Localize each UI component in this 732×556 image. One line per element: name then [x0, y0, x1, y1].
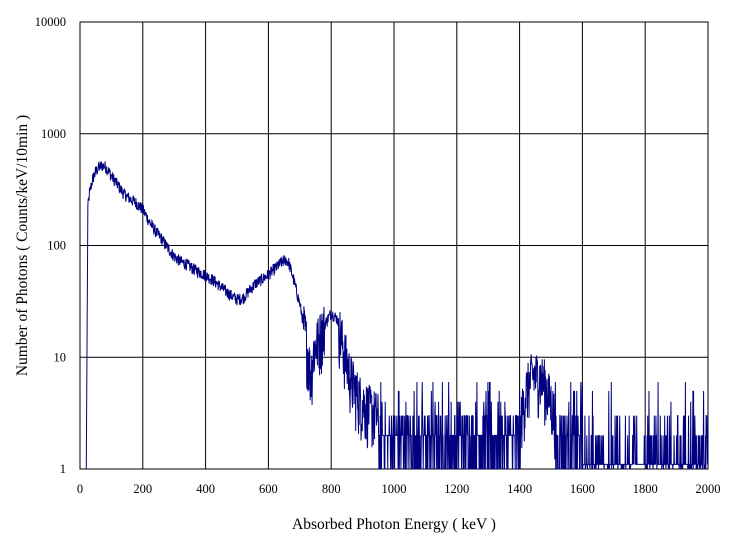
y-tick-label: 100	[47, 239, 66, 253]
x-tick-label: 800	[322, 482, 341, 496]
y-tick-label: 10	[54, 350, 67, 364]
y-axis-title: Number of Photons ( Counts/keV/10min )	[14, 115, 31, 376]
x-tick-label: 2000	[696, 482, 721, 496]
y-tick-label: 10000	[35, 15, 66, 29]
x-tick-label: 0	[77, 482, 83, 496]
y-tick-label: 1	[60, 462, 66, 476]
x-axis-title: Absorbed Photon Energy ( keV )	[292, 516, 496, 533]
grid-lines	[79, 21, 709, 470]
x-tick-label: 200	[133, 482, 152, 496]
x-tick-label: 1200	[444, 482, 469, 496]
x-tick-label: 1000	[382, 482, 407, 496]
y-tick-label: 1000	[41, 127, 66, 141]
x-tick-label: 1600	[570, 482, 595, 496]
y-tick-labels: 1 10 100 1000 10000	[35, 15, 66, 476]
x-tick-labels: 0 200 400 600 800 1000 1200 1400 1600 1800 2000	[77, 482, 721, 496]
x-tick-label: 400	[196, 482, 215, 496]
x-tick-label: 600	[259, 482, 278, 496]
spectrum-series-line	[85, 160, 709, 470]
x-tick-label: 1800	[633, 482, 658, 496]
x-tick-label: 1400	[507, 482, 532, 496]
